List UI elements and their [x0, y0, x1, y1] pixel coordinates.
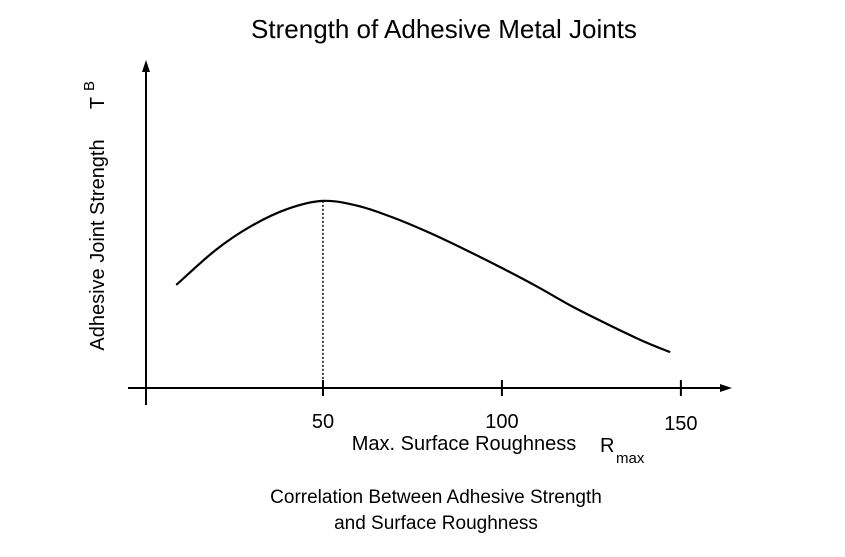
x-arrow	[720, 384, 732, 392]
x-tick-label: 50	[312, 411, 334, 433]
x-axis-label: Max. Surface Roughness	[352, 433, 577, 455]
caption-line: Correlation Between Adhesive Strength	[270, 487, 602, 508]
strength-curve	[175, 199, 671, 354]
y-symbol-group: T B	[81, 81, 109, 109]
x-tick-label: 100	[485, 411, 518, 433]
caption-line: and Surface Roughness	[334, 513, 538, 534]
x-tick-label: 150	[664, 413, 697, 435]
y-label-group: Adhesive Joint Strength	[87, 139, 109, 350]
y-axis-label: Adhesive Joint Strength	[87, 139, 109, 350]
y-symbol: T	[87, 97, 109, 109]
x-symbol: R	[600, 435, 614, 457]
x-symbol-sub: max	[616, 450, 645, 467]
y-arrow	[142, 60, 150, 72]
chart-title: Strength of Adhesive Metal Joints	[251, 14, 637, 44]
y-symbol-sub: B	[81, 81, 98, 91]
